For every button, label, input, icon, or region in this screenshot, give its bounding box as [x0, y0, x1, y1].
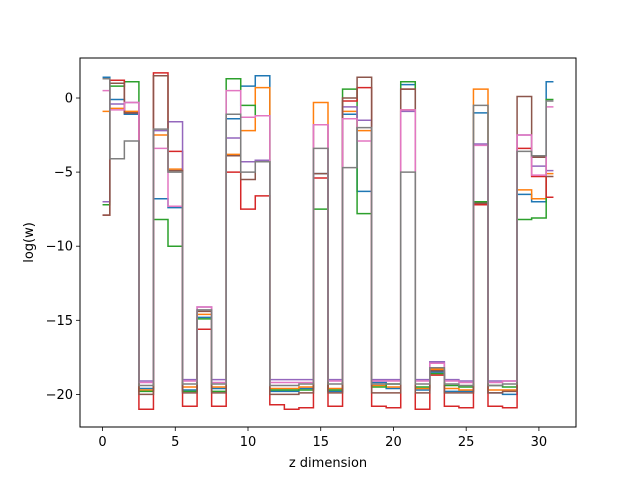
- y-axis-label: log(w): [22, 222, 37, 263]
- y-tick-label: 0: [65, 92, 73, 107]
- series-layer: [102, 72, 554, 410]
- y-axis: −20 −15 −10 −5 0: [46, 92, 80, 403]
- x-tick-label: 15: [312, 435, 329, 450]
- x-tick-label: 20: [385, 435, 402, 450]
- x-tick-label: 0: [98, 435, 106, 450]
- series-line-3: [102, 78, 554, 393]
- x-tick-label: 5: [171, 435, 179, 450]
- series-line-8: [102, 78, 554, 387]
- y-tick-label: −20: [46, 388, 73, 403]
- y-tick-label: −15: [46, 314, 73, 329]
- x-axis: 0 5 10 15 20 25 30: [98, 427, 547, 450]
- x-tick-label: 10: [240, 435, 257, 450]
- x-tick-label: 30: [531, 435, 548, 450]
- x-tick-label: 25: [458, 435, 475, 450]
- y-tick-label: −5: [54, 166, 73, 181]
- y-tick-label: −10: [46, 240, 73, 255]
- plot-frame: [79, 57, 577, 428]
- x-axis-label: z dimension: [289, 456, 367, 471]
